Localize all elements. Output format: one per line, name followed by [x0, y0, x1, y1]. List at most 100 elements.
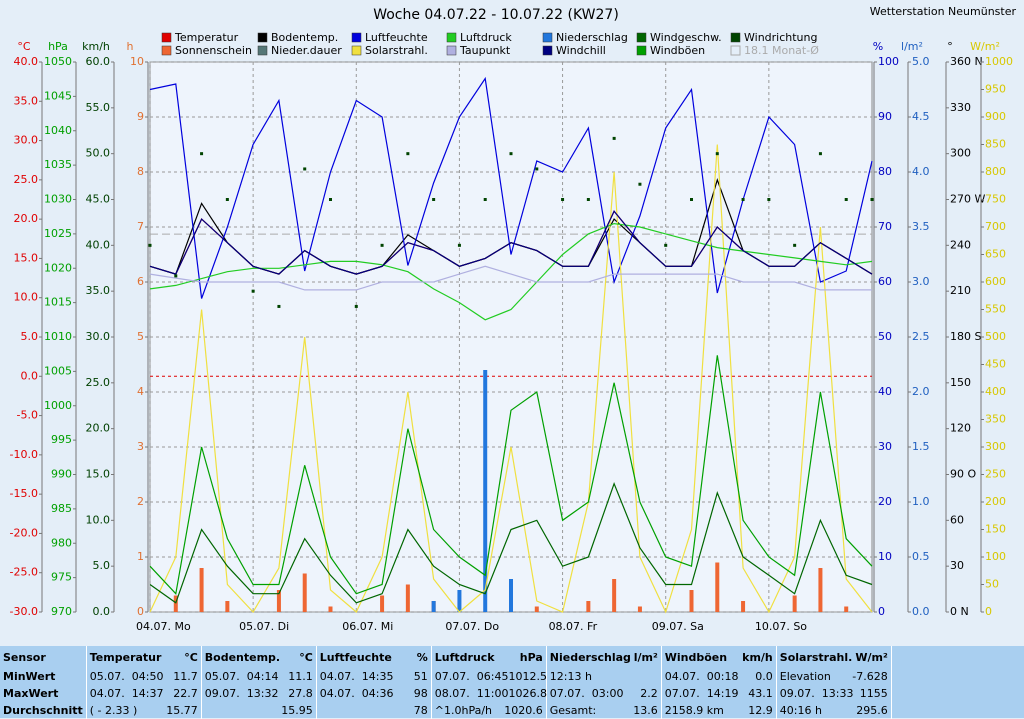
y-tick-label: 20.0 [14, 212, 39, 225]
y-tick-label: 200 [985, 495, 1006, 508]
y-tick-label: 30.0 [86, 330, 111, 343]
line [149, 210, 873, 275]
legend-swatch [351, 32, 362, 43]
y-tick-label: 1 [137, 550, 144, 563]
y-tick-label: 100 [985, 550, 1006, 563]
table-cell: Elevation -7.628 [776, 668, 892, 685]
cell: 05.07. 04:14 11.1 [205, 670, 313, 683]
cell-label: 2158.9 km [664, 704, 724, 717]
x-tick-label: 07.07. Do [445, 620, 499, 633]
bar [612, 579, 617, 612]
y-tick-label: 5.0 [21, 330, 39, 343]
table-cell: 78 [316, 702, 432, 719]
cell-value: 11.1 [288, 670, 313, 683]
bar [483, 370, 488, 612]
dot [870, 198, 874, 201]
dot [457, 243, 461, 247]
bar [328, 606, 333, 612]
y-tick-label: 1045 [44, 89, 72, 102]
x-tick-label: 06.07. Mi [342, 620, 393, 633]
table-cell: 05.07. 04:14 11.1 [201, 668, 317, 685]
table-row: MinWert 05.07. 04:50 11.7 05.07. 04:14 11.1 0… [0, 668, 892, 685]
x-tick-label: 10.07. So [755, 620, 807, 633]
y-tick-label: 50 [878, 330, 892, 343]
legend-label: Luftdruck [460, 31, 512, 44]
y-tick-label: 995 [51, 433, 72, 446]
row-label: Durchschnitt [0, 702, 87, 719]
y-tick-label: 50.0 [86, 147, 111, 160]
cell-label: 07.07. 06:45 [434, 670, 509, 683]
dot [509, 152, 513, 156]
table-cell: Gesamt: 13.6 [546, 702, 662, 719]
cell: ( - 2.33 ) 15.77 [90, 704, 198, 717]
table-cell: 07.07. 14:19 43.1 [661, 685, 777, 702]
cell-value: 1012.5 [508, 670, 547, 683]
y-tick-label: 3.0 [912, 275, 930, 288]
dot [664, 243, 668, 247]
legend-label: Temperatur [174, 31, 239, 44]
y-tick-label: 10.0 [86, 513, 111, 526]
cell-value: 13.6 [633, 704, 658, 717]
dot [354, 304, 358, 308]
y-tick-label: -10.0 [10, 448, 38, 461]
legend-label: Windgeschw. [650, 31, 722, 44]
column-unit: km/h [742, 650, 773, 664]
dot [535, 167, 539, 171]
y-tick-label: 980 [51, 536, 72, 549]
cell-value: 98 [413, 687, 428, 700]
y-tick-label: 30 [878, 440, 892, 453]
y-tick-label: 60 [878, 275, 892, 288]
cell: 08.07. 11:00 1026.8 [434, 687, 547, 700]
y-tick-label: 900 [985, 110, 1006, 123]
cell-label: 08.07. 11:00 [434, 687, 509, 700]
cell: Bodentemp. °C [205, 651, 313, 664]
cell-value: 12.9 [748, 704, 773, 717]
cell-value: 15.77 [166, 704, 198, 717]
table-cell: 04.07. 14:37 22.7 [86, 685, 202, 702]
dot [329, 198, 332, 201]
y-tick-label: 70 [878, 220, 892, 233]
table-cell: 09.07. 13:32 27.8 [201, 685, 317, 702]
dot [793, 243, 797, 247]
dot [561, 198, 565, 201]
cell-value: 27.8 [288, 687, 313, 700]
y-tick-label: 210 [950, 284, 971, 297]
y-tick-label: 40.0 [14, 55, 39, 68]
bar [302, 573, 307, 612]
bar [741, 601, 746, 612]
y-tick-label: 0.5 [912, 550, 930, 563]
legend-label: Nieder.dauer [271, 44, 342, 57]
y-tick-label: 5.0 [93, 559, 111, 572]
table-cell: Luftdruck hPa [431, 646, 547, 668]
cell-value: 0.0 [755, 670, 773, 683]
cell-label: ^1.0hPa/h [434, 704, 493, 717]
cell-value: 11.7 [173, 670, 198, 683]
cell: 40:16 h 295.6 [780, 704, 888, 717]
legend-swatch [161, 32, 172, 43]
cell-label: 40:16 h [779, 704, 822, 717]
y-tick-label: 270 W [950, 193, 985, 206]
cell-label: 04.07. 04:36 [319, 687, 394, 700]
legend-label: Windböen [650, 44, 705, 57]
y-tick-label: 0 [878, 605, 885, 618]
dot [483, 198, 487, 201]
y-tick-label: -5.0 [17, 409, 38, 422]
dot [406, 152, 410, 156]
dot [200, 152, 204, 156]
table-cell: 04.07. 04:36 98 [316, 685, 432, 702]
table-row: Durchschnitt( - 2.33 ) 15.77 15.95 78 ^1.0hP… [0, 702, 892, 719]
y-tick-label: 40 [878, 385, 892, 398]
legend-swatch [351, 45, 362, 56]
legend-label: Niederschlag [556, 31, 628, 44]
cell-value: -7.628 [852, 670, 888, 683]
table-cell: Niederschlag l/m² [546, 646, 662, 668]
cell-value: 15.95 [281, 704, 313, 717]
axis-unit: W/m² [970, 40, 1000, 53]
line [149, 265, 872, 291]
chart: Woche 04.07.22 - 10.07.22 (KW27) Wetters… [10, 5, 1017, 633]
legend-label: Windrichtung [744, 31, 817, 44]
column-unit: hPa [519, 650, 543, 664]
y-tick-label: 2.5 [912, 330, 930, 343]
cell: Elevation -7.628 [780, 670, 888, 683]
